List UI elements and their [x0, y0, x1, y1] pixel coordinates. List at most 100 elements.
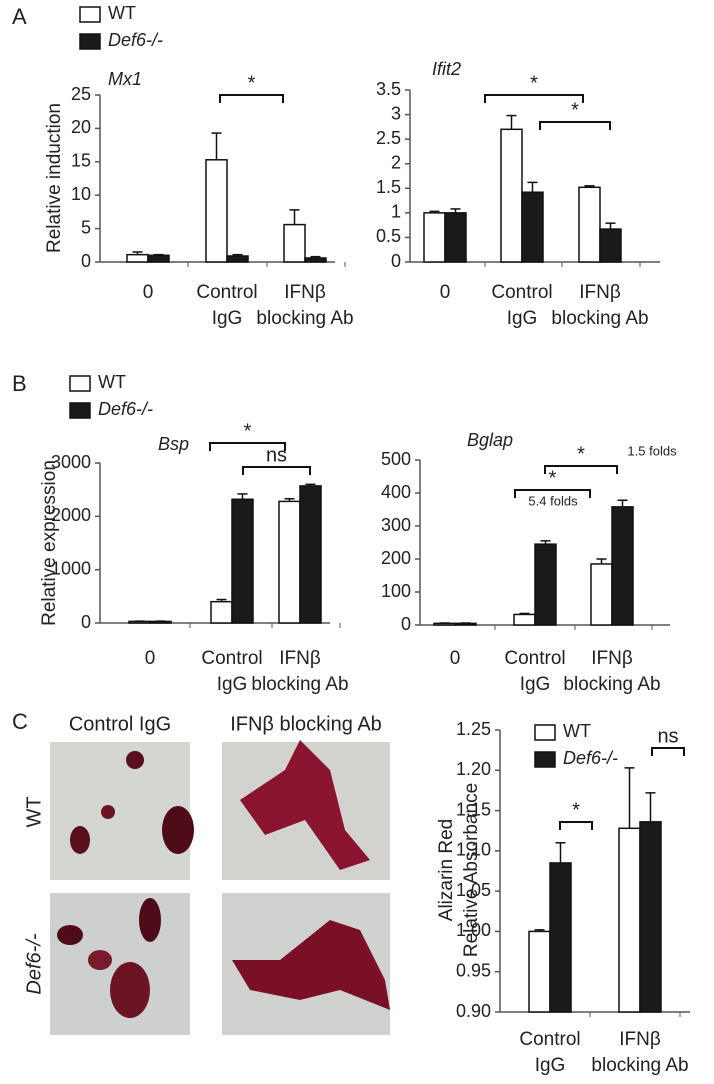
chart-title: Bglap	[467, 430, 513, 450]
x-tick-label: IgG	[520, 674, 551, 695]
y-tick-label: 1.00	[456, 920, 491, 940]
significance-label: *	[549, 467, 557, 489]
y-tick-label: 300	[381, 515, 411, 535]
chart-title: Bsp	[158, 434, 189, 454]
significance-label: *	[572, 799, 580, 821]
bar	[639, 821, 662, 1013]
bar	[205, 159, 228, 263]
significance-bracket	[539, 121, 611, 130]
significance-label: ns	[657, 725, 678, 747]
bar	[299, 485, 322, 624]
x-tick-label: IgG	[212, 308, 243, 329]
bar	[528, 930, 551, 1013]
y-tick-label: 1	[391, 202, 401, 222]
x-tick-label: blocking Ab	[551, 308, 648, 329]
panel-label: C	[12, 709, 28, 734]
chart-title: Ifit2	[432, 59, 461, 79]
annotation: 5.4 folds	[528, 493, 578, 508]
bar	[278, 500, 301, 624]
bar	[126, 253, 149, 263]
y-tick-label: 0	[391, 251, 401, 271]
panel-label: A	[12, 4, 27, 29]
y-tick-label: 3000	[51, 452, 91, 472]
legend-label: WT	[98, 372, 126, 392]
bar	[283, 223, 306, 263]
nodule	[162, 806, 194, 854]
legend-swatch	[534, 751, 556, 768]
bar	[226, 255, 249, 263]
significance-bracket	[559, 821, 593, 830]
significance-label: ns	[266, 444, 287, 466]
legend-swatch	[79, 33, 101, 50]
y-tick-label: 500	[381, 449, 411, 469]
significance-label: *	[571, 99, 579, 121]
bar	[231, 498, 254, 624]
nodule	[139, 898, 161, 942]
x-tick-label: 0	[450, 648, 461, 669]
legend-label: Def6-/-	[98, 399, 153, 419]
significance-bracket	[209, 442, 286, 451]
bar	[210, 600, 233, 624]
panel-label: B	[12, 371, 27, 396]
nodule	[101, 805, 115, 819]
column-label: IFNβ blocking Ab	[230, 713, 382, 735]
legend-label: WT	[108, 3, 136, 23]
x-tick-label: Control	[519, 1029, 580, 1050]
bar	[454, 622, 477, 626]
nodule	[88, 950, 112, 970]
y-tick-label: 3	[391, 103, 401, 123]
legend-label: Def6-/-	[108, 30, 163, 50]
x-tick-label: Control	[491, 282, 552, 303]
y-axis-label: Relative induction	[44, 103, 65, 253]
significance-label: *	[577, 443, 585, 465]
x-tick-label: IFNβ	[284, 282, 326, 303]
nodule	[110, 962, 150, 1018]
legend-label: Def6-/-	[563, 748, 618, 768]
micrograph-grid: Control IgG IFNβ blocking Ab WT Def6-/-	[23, 713, 390, 1035]
bar	[500, 128, 523, 263]
y-tick-label: 1.10	[456, 840, 491, 860]
x-tick-label: blocking Ab	[256, 308, 353, 329]
significance-label: *	[530, 72, 538, 94]
bar	[149, 620, 172, 624]
bar	[618, 827, 641, 1013]
nodule	[126, 751, 144, 769]
bar	[147, 254, 170, 263]
y-tick-label: 15	[71, 151, 91, 171]
significance-bracket	[242, 466, 311, 475]
y-tick-label: 1.05	[456, 880, 491, 900]
x-tick-label: 0	[145, 648, 156, 669]
bar	[433, 622, 456, 626]
x-tick-label: 0	[440, 282, 451, 303]
row-label: Def6-/-	[23, 933, 45, 994]
micrograph	[50, 742, 190, 880]
x-tick-label: IFNβ	[579, 282, 621, 303]
bar	[578, 186, 601, 263]
bar	[423, 212, 446, 263]
legend-swatch	[69, 375, 91, 392]
significance-bracket	[219, 94, 284, 103]
y-tick-label: 0	[401, 614, 411, 634]
y-axis-label: Relative Absorbance	[461, 783, 482, 957]
y-tick-label: 400	[381, 482, 411, 502]
y-tick-label: 2	[391, 152, 401, 172]
x-tick-label: Control	[201, 648, 262, 669]
y-tick-label: 0.5	[376, 226, 401, 246]
y-axis-label: Relative expression	[39, 460, 60, 626]
y-tick-label: 2.5	[376, 128, 401, 148]
y-tick-label: 3.5	[376, 79, 401, 99]
bar	[534, 543, 557, 626]
y-tick-label: 1000	[51, 558, 91, 578]
legend-swatch	[534, 724, 556, 741]
y-tick-label: 200	[381, 548, 411, 568]
x-tick-label: IFNβ	[619, 1029, 661, 1050]
legend-label: WT	[563, 721, 591, 741]
bar	[549, 862, 572, 1013]
significance-label: *	[248, 72, 256, 94]
x-tick-label: IgG	[217, 674, 248, 695]
y-tick-label: 1.15	[456, 799, 491, 819]
nodule	[70, 826, 90, 854]
legend-swatch	[79, 6, 101, 23]
nodule	[57, 925, 83, 945]
